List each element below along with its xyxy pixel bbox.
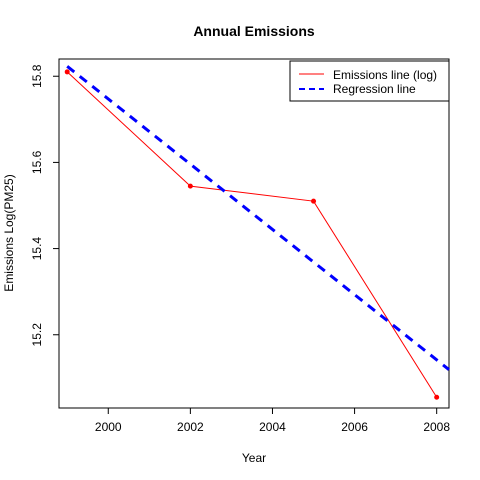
y-tick-label: 15.8 [30,64,44,88]
data-point [311,198,317,204]
x-tick-label: 2000 [95,420,122,434]
x-tick-label: 2004 [259,420,286,434]
data-point [187,183,193,189]
x-tick-label: 2006 [341,420,368,434]
x-axis: 2000 2002 2004 2006 2008 [95,408,450,434]
x-tick-label: 2008 [423,420,450,434]
legend-label-regression: Regression line [333,82,416,96]
data-point [64,69,70,75]
legend-box [289,60,450,102]
y-tick-label: 15.2 [30,323,44,347]
x-tick-label: 2002 [177,420,204,434]
plot-frame [58,58,450,409]
legend: Emissions line (log) Regression line [289,60,450,102]
series-line-0 [66,71,438,398]
y-tick-label: 15.6 [30,150,44,174]
chart-title: Annual Emissions [193,23,315,39]
data-point [434,394,440,400]
legend-label-emissions: Emissions line (log) [333,68,437,82]
y-axis: 15.2 15.4 15.6 15.8 [30,64,59,346]
y-tick-label: 15.4 [30,237,44,261]
y-axis-label: Emissions Log(PM25) [2,174,16,291]
x-axis-label: Year [242,451,266,465]
series-layer [64,65,450,400]
series-line-1 [66,65,450,371]
